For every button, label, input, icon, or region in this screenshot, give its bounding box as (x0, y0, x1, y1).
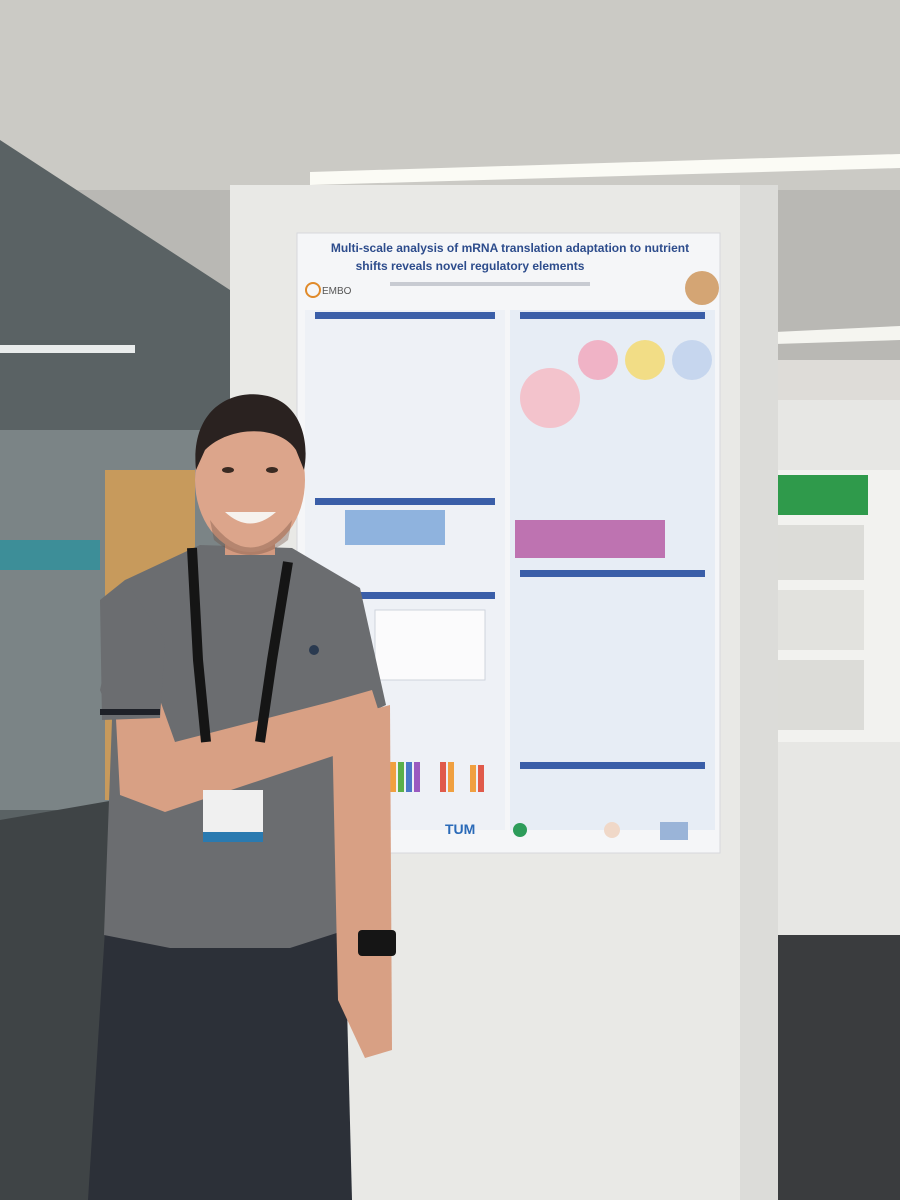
lanyard (255, 561, 293, 743)
badge-strip (203, 832, 263, 842)
eye (222, 467, 234, 473)
poster-title: shifts reveals novel regulatory elements (356, 259, 585, 273)
figure (520, 368, 580, 428)
side-poster-header (770, 475, 868, 515)
section-header (315, 312, 495, 319)
figure (672, 340, 712, 380)
floor (745, 925, 900, 1200)
ceiling-light (775, 326, 900, 344)
bar (448, 762, 454, 792)
bar (470, 765, 476, 792)
trousers (88, 930, 352, 1200)
arm (115, 690, 384, 812)
side-poster-figure (772, 525, 864, 580)
bar (390, 762, 396, 792)
footer-logo-mark (513, 823, 527, 837)
sign (0, 540, 100, 570)
bar (406, 762, 412, 792)
figure (625, 340, 665, 380)
side-poster-figure (772, 660, 864, 730)
plot (374, 609, 486, 681)
diagram (345, 510, 445, 545)
arm (332, 705, 392, 1058)
footer-logo: TUM (445, 821, 475, 837)
section-header (520, 762, 705, 769)
ceiling (0, 0, 900, 190)
section-header (520, 312, 705, 319)
smile (225, 512, 276, 524)
lanyard (187, 547, 211, 743)
section-header (315, 592, 495, 599)
side-poster-figure (772, 590, 864, 650)
section-header (520, 570, 705, 577)
heatmap (515, 520, 665, 558)
beard (210, 520, 292, 555)
footer-logo-mark (604, 822, 620, 838)
board-shadow (740, 185, 778, 1200)
poster-title: Multi-scale analysis of mRNA translation… (331, 241, 689, 255)
head (195, 408, 305, 552)
wall-light (0, 345, 135, 353)
logo: EMBO (322, 286, 352, 297)
sleeve (100, 580, 165, 720)
author-photo (685, 271, 719, 305)
hair (195, 394, 306, 470)
figure (578, 340, 618, 380)
shirt-logo (309, 645, 319, 655)
bar (414, 762, 420, 792)
footer-logo-mark (660, 822, 688, 840)
bar (440, 762, 446, 792)
ceiling-light (310, 154, 900, 185)
authors (390, 282, 590, 286)
eye (266, 467, 278, 473)
bar (398, 762, 404, 792)
watch (358, 930, 396, 956)
section-header (315, 498, 495, 505)
bar (478, 765, 484, 792)
logo-mark (305, 282, 321, 298)
